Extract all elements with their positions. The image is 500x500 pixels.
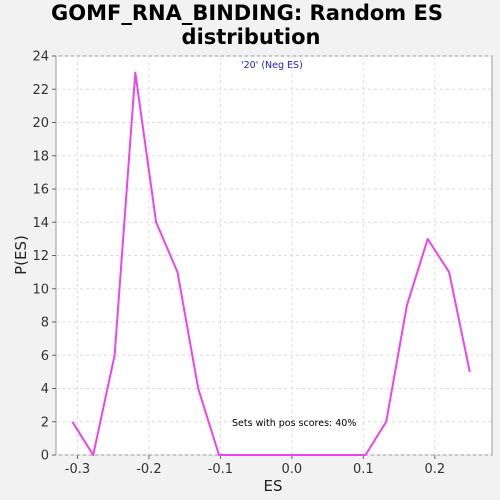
y-tick-label: 0	[41, 449, 49, 464]
pos-scores-annotation: Sets with pos scores: 40%	[232, 418, 356, 429]
series-layer	[71, 71, 471, 456]
x-tick-label: 0.0	[282, 462, 303, 477]
x-tick-label: 0.1	[353, 462, 374, 477]
chart-title-line1: GOMF_RNA_BINDING: Random ES	[51, 1, 443, 25]
y-tick-label: 24	[32, 50, 49, 65]
y-tick-label: 12	[32, 249, 49, 264]
y-tick-label: 14	[32, 216, 49, 231]
neg-es-label: '20' (Neg ES)	[241, 60, 303, 71]
y-tick-label: 16	[32, 183, 49, 198]
series-line	[71, 71, 471, 456]
chart-title-line2: distribution	[182, 25, 321, 49]
y-tick-label: 20	[32, 116, 49, 131]
y-tick-label: 2	[41, 415, 49, 430]
x-axis-label: ES	[264, 477, 283, 495]
y-axis-label: P(ES)	[12, 235, 30, 275]
x-tick-label: -0.3	[65, 462, 90, 477]
y-tick-label: 10	[32, 282, 49, 297]
x-tick-label: 0.2	[424, 462, 445, 477]
x-tick-label: -0.2	[136, 462, 161, 477]
neg-es-annotation: '20' (Neg ES)	[241, 60, 303, 71]
y-tick-label: 22	[32, 83, 49, 98]
y-tick-label: 8	[41, 316, 49, 331]
y-tick-label: 4	[41, 382, 49, 397]
y-tick-label: 6	[41, 349, 49, 364]
x-tick-label: -0.1	[208, 462, 233, 477]
y-tick-label: 18	[32, 149, 49, 164]
